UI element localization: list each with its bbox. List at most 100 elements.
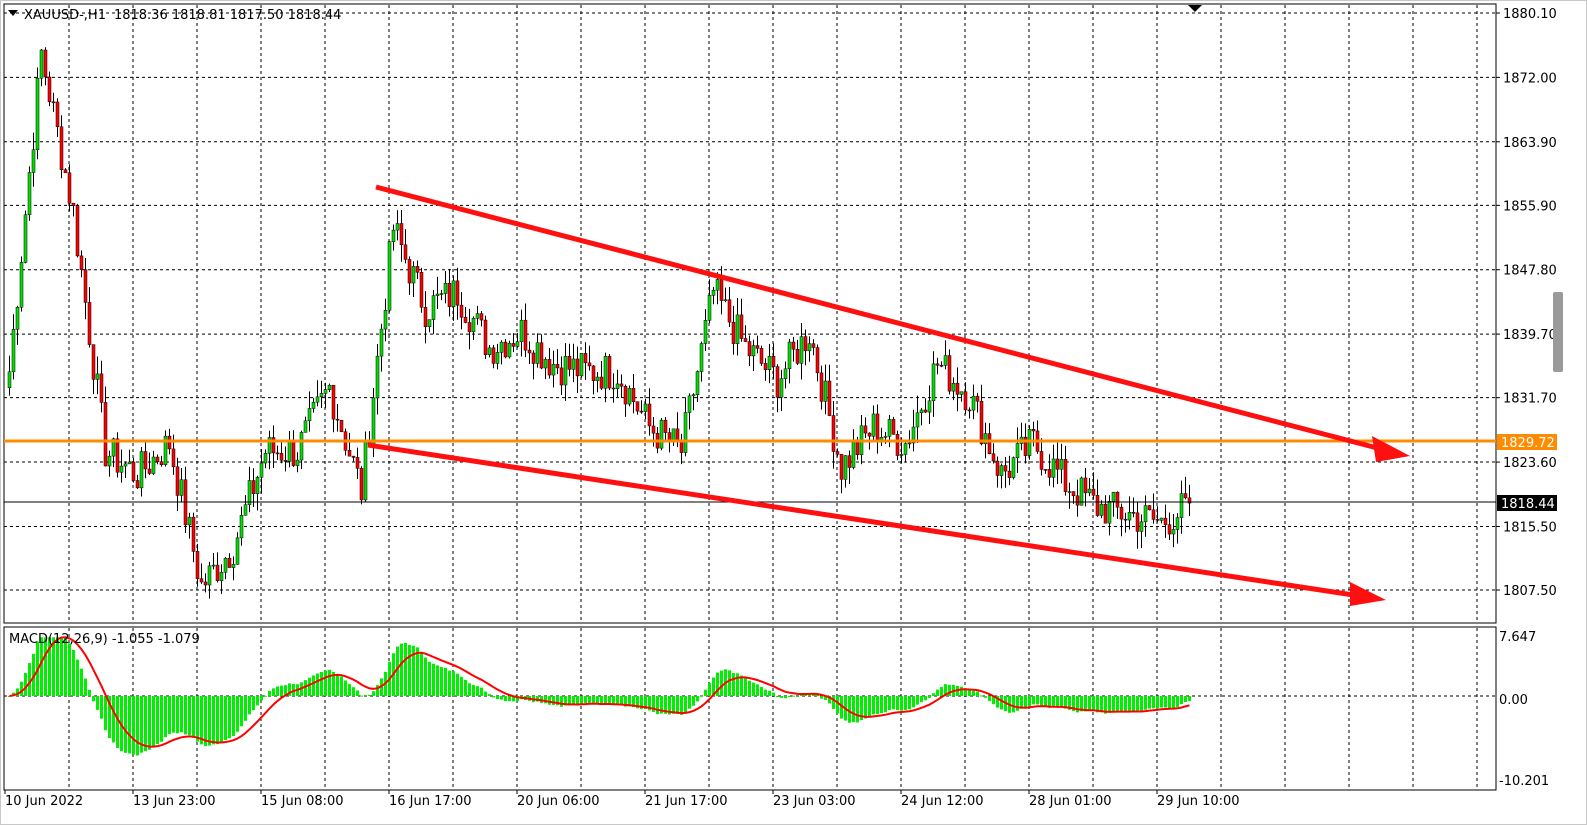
candle-body [959,391,964,395]
candle-body [211,564,216,567]
candle [547,347,552,379]
candle [995,456,1000,488]
candle-body [1155,519,1160,521]
candle-body [675,428,680,442]
candle [687,393,692,430]
candle [235,532,240,565]
candle-body [19,262,24,308]
macd-histogram-bar [940,686,943,696]
candle-body [583,353,588,364]
shift-marker-icon[interactable] [1188,5,1202,12]
macd-histogram-bar [960,686,963,696]
candle [847,450,852,485]
macd-histogram-bar [312,675,315,696]
candle-body [1083,477,1088,494]
macd-histogram-bar [28,663,31,696]
candle-body [707,295,712,321]
macd-histogram-bar [192,696,195,738]
candle [931,351,936,417]
candle-body [39,49,44,79]
candle [495,343,500,370]
scrollbar-handle[interactable] [1553,292,1563,372]
candle [183,466,188,534]
candle-body [523,319,528,351]
candle-body [31,149,36,173]
candle-body [991,453,996,462]
macd-histogram-bar [480,687,483,696]
macd-histogram-bar [496,696,499,700]
candle-body [791,341,796,350]
candle [559,356,564,396]
candle [231,556,236,581]
candle [787,338,792,384]
candle-body [319,393,324,398]
candle [491,344,496,369]
candle [779,369,784,412]
macd-histogram-bar [216,696,219,745]
candle-body [303,420,308,433]
macd-histogram-bar [256,696,259,706]
macd-histogram-bar [912,696,915,708]
candle [615,369,620,397]
candle-body [455,280,460,306]
upper-trendline-arrow[interactable] [375,184,1410,462]
candle [503,339,508,359]
macd-histogram-bar [1148,696,1151,709]
macd-histogram-bar [716,672,719,696]
candle-body [383,310,388,330]
candle-body [27,172,32,216]
candle [683,397,688,457]
candle-body [771,356,776,367]
candle [347,432,352,457]
macd-histogram-bar [1024,696,1027,709]
macd-histogram-bar [856,696,859,723]
macd-histogram-bar [552,696,555,705]
macd-panel-border [3,626,1497,791]
macd-histogram-bar [1120,696,1123,712]
time-tick-label: 10 Jun 2022 [5,794,83,809]
lower-trendline-arrow[interactable] [367,442,1386,606]
macd-histogram-bar [436,665,439,696]
candle [127,449,132,465]
candle [1103,495,1108,524]
candle [643,398,648,420]
macd-histogram-bar [616,696,619,706]
candle [339,419,344,433]
macd-histogram-bar [680,696,683,715]
candle-body [1151,509,1156,520]
candle-body [51,101,56,104]
candle [1007,455,1012,486]
candle [31,132,36,187]
macd-histogram-bar [664,696,667,714]
macd-histogram-bar [324,670,327,696]
candle-body [1011,457,1016,478]
candle-body [399,223,404,246]
macd-histogram-bar [204,696,207,747]
candle-body [743,338,748,342]
macd-tick-label: -10.201 [1499,774,1549,789]
macd-histogram-bar [748,680,751,696]
candle-body [1039,451,1044,470]
candle-body [999,465,1004,476]
macd-histogram-bar [304,680,307,696]
candle-body [151,456,156,474]
candle [255,475,260,511]
candle-body [639,410,644,413]
candle-body [547,359,552,376]
candle [1095,479,1100,517]
candle-body [719,279,724,301]
candle-body [851,442,856,468]
macd-histogram-bar [132,696,135,755]
candle-body [727,299,732,323]
candle [535,333,540,368]
candle [19,256,24,312]
candle [511,333,516,353]
dropdown-triangle-icon[interactable] [8,10,18,16]
macd-histogram-bar [348,684,351,696]
candle [315,380,320,407]
candle [1131,497,1136,518]
candle-body [55,101,60,128]
macd-histogram-bar [68,643,71,696]
candle-body [1067,491,1072,493]
